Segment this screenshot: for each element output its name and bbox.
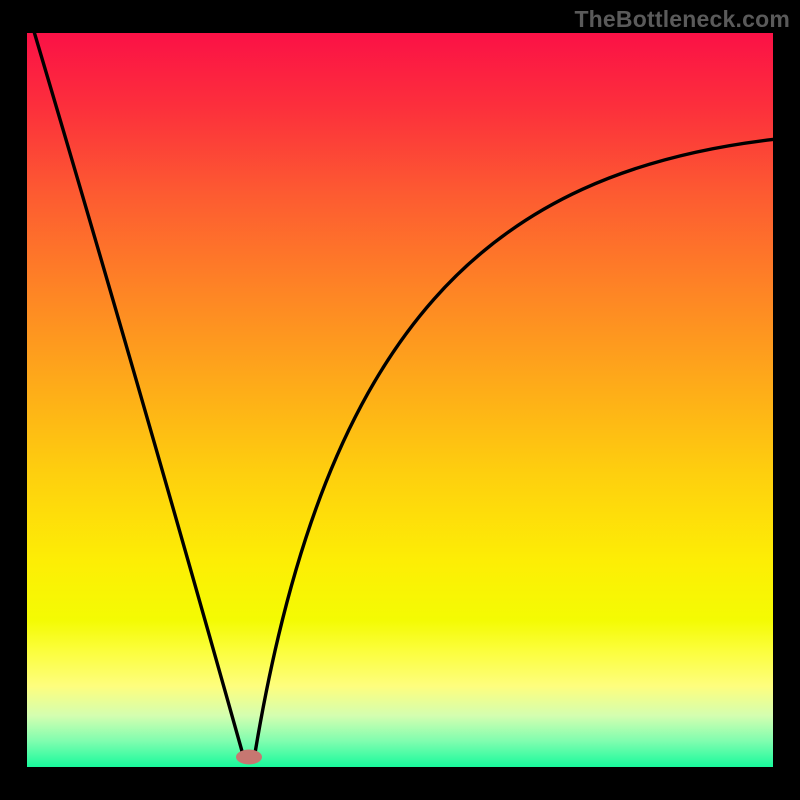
- optimum-marker: [235, 749, 263, 766]
- chart-container: TheBottleneck.com: [0, 0, 800, 800]
- curve-left-branch: [34, 33, 243, 756]
- watermark-text: TheBottleneck.com: [574, 6, 790, 33]
- optimum-marker-ellipse: [236, 750, 262, 765]
- optimum-marker-svg: [235, 749, 263, 766]
- bottleneck-curve-svg: [0, 0, 800, 800]
- curve-right-branch: [255, 139, 773, 756]
